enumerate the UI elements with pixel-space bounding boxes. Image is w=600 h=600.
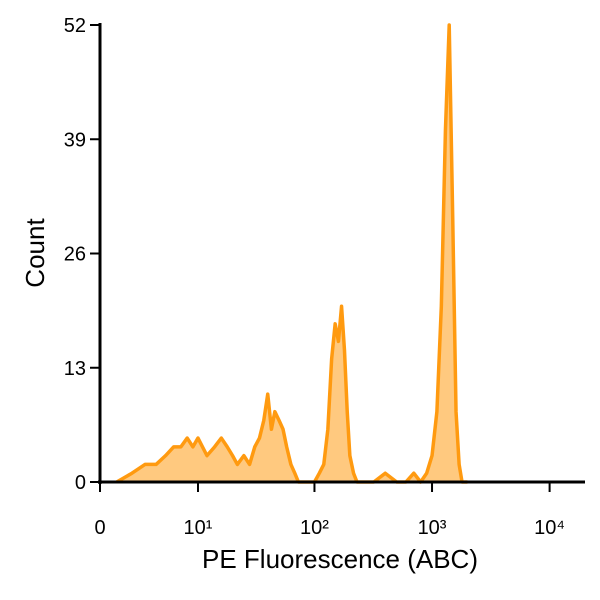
x-tick-label: 0	[94, 517, 105, 539]
y-tick-label: 39	[64, 129, 86, 151]
y-tick-label: 0	[75, 472, 86, 494]
x-tick-label: 10²	[300, 517, 329, 539]
y-tick-label: 52	[64, 15, 86, 37]
x-tick-label: 10⁴	[534, 517, 565, 539]
area-line	[115, 23, 468, 484]
y-axis-label: Count	[20, 218, 50, 288]
y-tick-label: 26	[64, 244, 86, 266]
x-axis-label: PE Fluorescence (ABC)	[202, 544, 478, 574]
x-tick-label: 10³	[418, 517, 447, 539]
area-fill	[116, 25, 468, 482]
x-tick-label: 10¹	[184, 517, 213, 539]
y-tick-label: 13	[64, 358, 86, 380]
